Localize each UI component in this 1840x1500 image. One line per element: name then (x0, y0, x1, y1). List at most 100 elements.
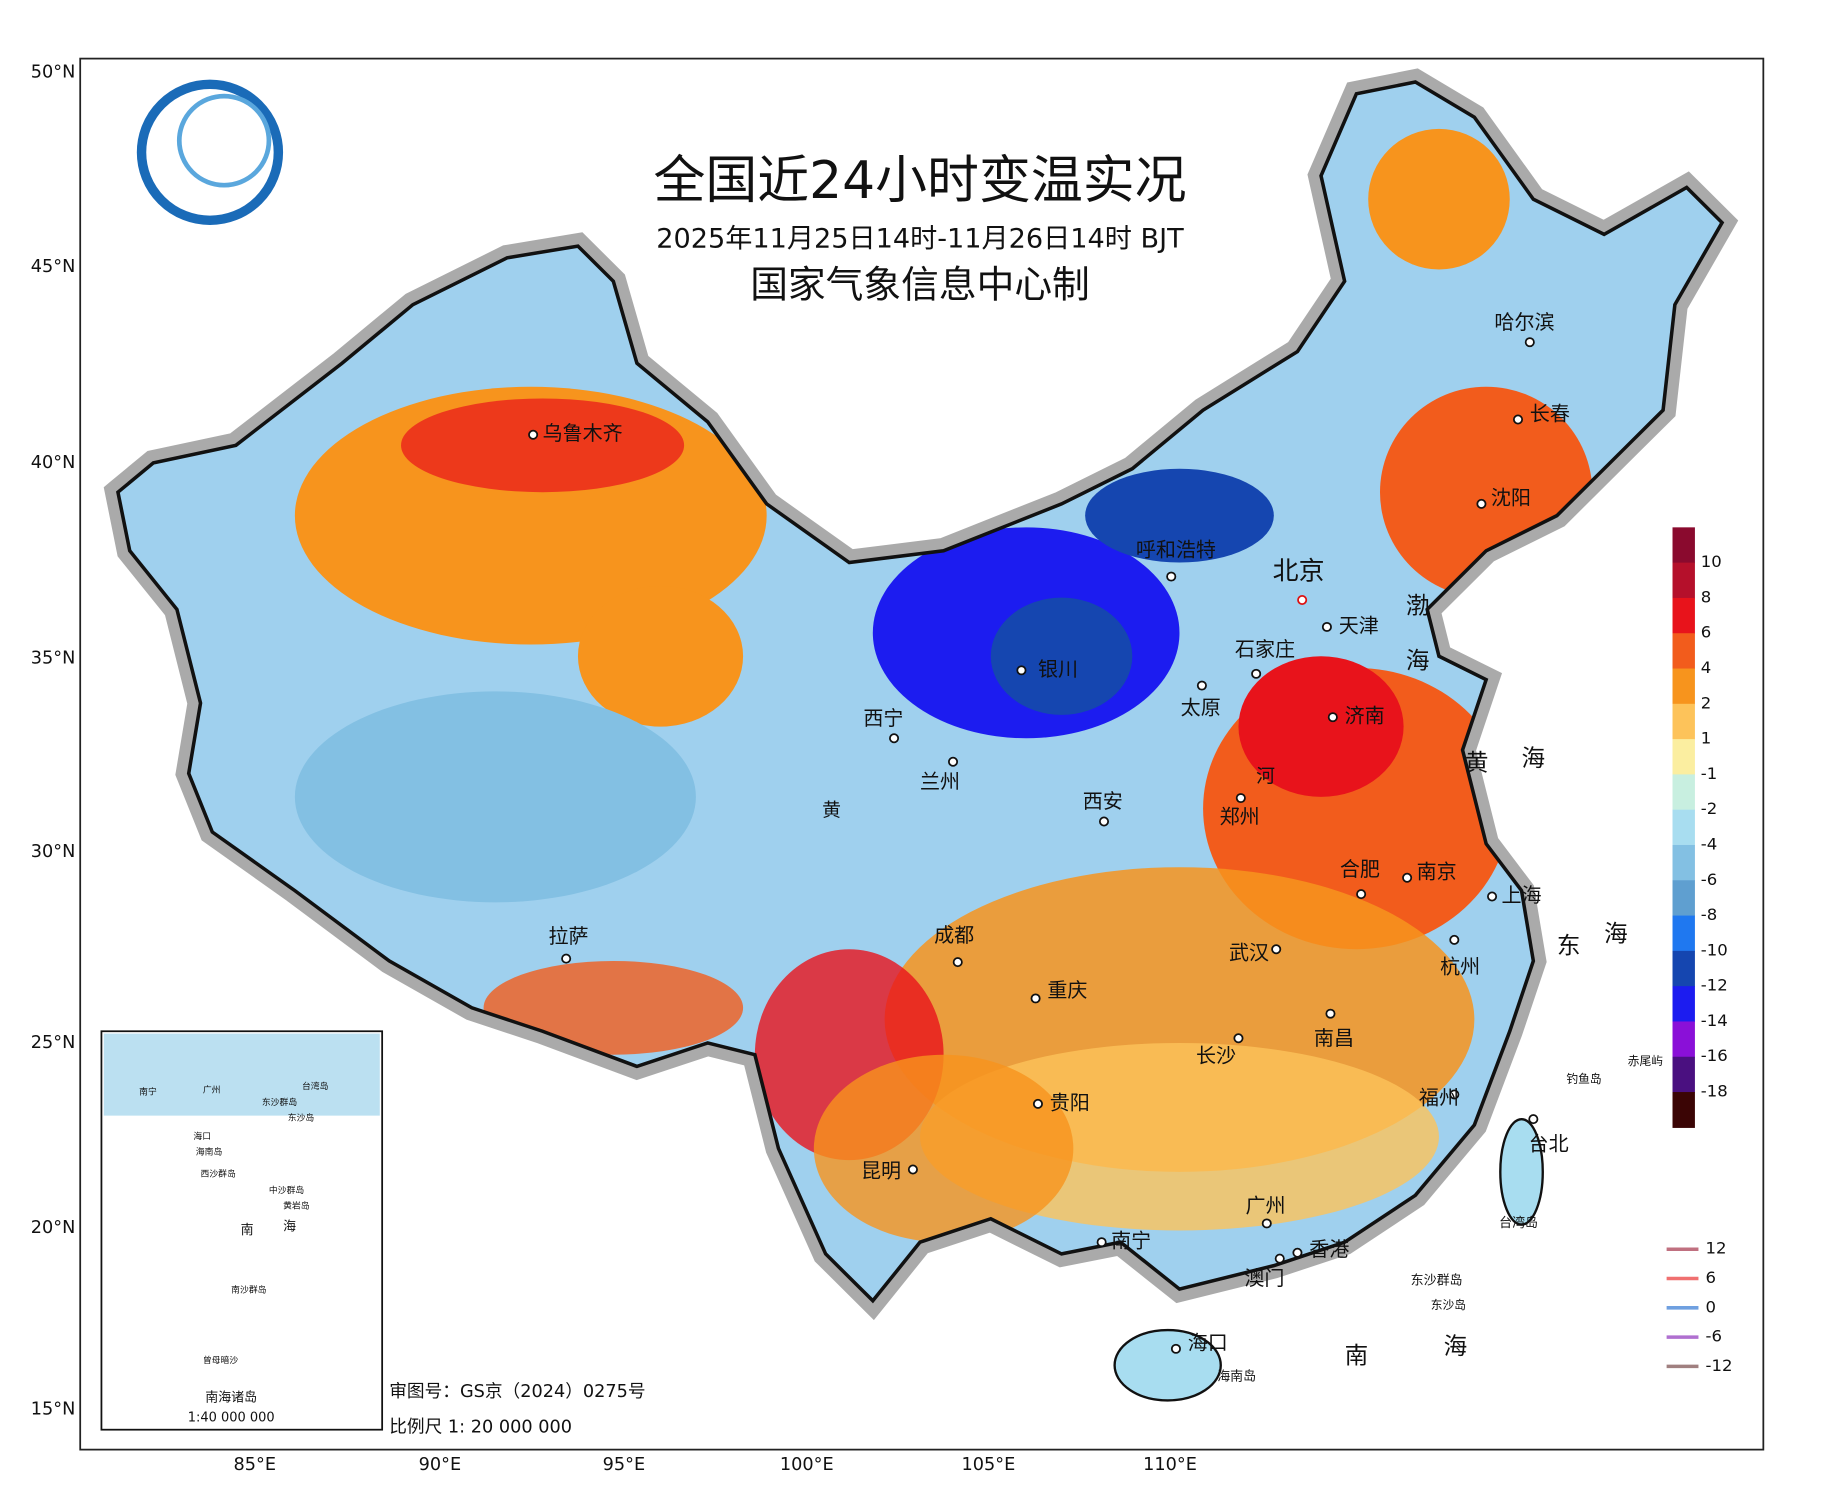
city-label: 重庆 (1047, 978, 1087, 1002)
city-dot (1321, 621, 1332, 632)
legend-label: -18 (1701, 1082, 1728, 1101)
lon-label: 95°E (603, 1455, 646, 1475)
city-dot (1292, 1247, 1303, 1258)
city-dot (1528, 1114, 1539, 1125)
city-label: 太原 (1181, 696, 1221, 720)
inset-scale: 1:40 000 000 (188, 1410, 275, 1425)
city-label: 成都 (934, 923, 974, 947)
place-label: 海南岛 (1217, 1368, 1256, 1384)
city-label: 海口 (1188, 1331, 1228, 1355)
city-label: 乌鲁木齐 (543, 421, 623, 445)
city-dot (1166, 571, 1177, 582)
city-label: 西宁 (863, 706, 903, 730)
city-dot (1271, 944, 1282, 955)
inset-label: 东沙群岛 (262, 1096, 298, 1108)
legend-label: -8 (1701, 905, 1717, 924)
inset-title: 南海诸岛 (205, 1390, 257, 1406)
legend-label: 2 (1701, 693, 1712, 712)
city-dot (952, 957, 963, 968)
city-dot (1524, 337, 1535, 348)
legend-swatch (1672, 597, 1695, 634)
legend-label: 10 (1701, 552, 1722, 571)
city-label: 南昌 (1314, 1026, 1354, 1050)
place-label: 黄 (1465, 749, 1489, 777)
city-dot (948, 756, 959, 767)
legend-label: -16 (1701, 1046, 1728, 1065)
legend-swatch (1672, 668, 1695, 705)
place-label: 钓鱼岛 (1566, 1072, 1601, 1086)
lat-label: 40°N (31, 453, 76, 473)
city-label: 香港 (1309, 1237, 1349, 1261)
legend-label: -4 (1701, 835, 1717, 854)
legend-swatch (1672, 950, 1695, 987)
logo (136, 79, 284, 225)
city-label: 昆明 (861, 1158, 901, 1182)
contour-label: 6 (1706, 1268, 1717, 1287)
legend-label: -6 (1701, 870, 1717, 889)
inset-land (103, 1033, 380, 1116)
city-label: 南宁 (1111, 1229, 1151, 1253)
frame (79, 57, 1765, 1451)
city-label: 上海 (1501, 883, 1541, 907)
inset-label: 海口 (193, 1130, 211, 1142)
legend-swatch (1672, 809, 1695, 846)
city-label: 武汉 (1229, 940, 1269, 964)
lon-label: 100°E (780, 1455, 834, 1475)
lon-label: 105°E (962, 1455, 1016, 1475)
legend-label: 1 (1701, 729, 1712, 748)
place-label: 黄 (822, 799, 841, 821)
review-number: 审图号：GS京（2024）0275号 (389, 1381, 645, 1402)
place-label: 赤尾屿 (1628, 1054, 1664, 1068)
taiwan (1499, 1117, 1544, 1226)
legend-swatch (1672, 844, 1695, 881)
city-dot (1274, 1253, 1285, 1264)
legend-label: 4 (1701, 658, 1712, 677)
inset-label: 东沙岛 (288, 1111, 315, 1123)
place-label: 东 (1557, 931, 1581, 959)
city-label: 拉萨 (548, 924, 588, 948)
city-dot (528, 429, 539, 440)
inset-label: 黄岩岛 (283, 1199, 310, 1211)
city-label: 天津 (1339, 613, 1379, 637)
city-dot (1356, 889, 1367, 900)
place-label: 海 (1522, 744, 1546, 772)
city-label: 南京 (1417, 860, 1457, 884)
legend-swatch (1672, 527, 1695, 564)
lat-label: 45°N (31, 257, 76, 277)
legend-swatch (1672, 1092, 1695, 1128)
city-dot (1030, 993, 1041, 1004)
city-dot (1297, 595, 1308, 605)
city-label: 郑州 (1220, 805, 1260, 829)
city-dot (1449, 1089, 1460, 1100)
inset-label: 南宁 (139, 1086, 157, 1098)
legend-swatch (1672, 739, 1695, 775)
legend-label: 8 (1701, 587, 1712, 606)
legend-swatch (1672, 633, 1695, 670)
place-label: 南 (1345, 1342, 1369, 1370)
place-label: 海 (1444, 1332, 1468, 1360)
legend-swatch (1672, 1056, 1695, 1093)
city-dot (1325, 1008, 1336, 1019)
place-label: 河 (1256, 765, 1275, 787)
city-label: 福州 (1419, 1086, 1459, 1110)
city-dot (1196, 680, 1207, 691)
city-label: 哈尔滨 (1494, 310, 1554, 334)
legend-label: -1 (1701, 764, 1717, 783)
contour-label: -12 (1706, 1356, 1733, 1375)
place-label: 台湾岛 (1499, 1215, 1538, 1231)
inset-label: 中沙群岛 (269, 1184, 305, 1196)
contour-label: -6 (1706, 1327, 1722, 1346)
city-label: 呼和浩特 (1136, 537, 1216, 561)
city-label: 北京 (1273, 556, 1325, 586)
city-label: 长春 (1530, 401, 1570, 425)
city-dot (907, 1164, 918, 1175)
legend-swatch (1672, 986, 1695, 1023)
contour-label: 12 (1706, 1239, 1727, 1258)
city-dot (889, 733, 900, 744)
city-dot (1512, 414, 1524, 425)
legend-label: -2 (1701, 799, 1717, 818)
city-dot (1476, 498, 1487, 509)
city-dot (1032, 1098, 1043, 1109)
legend-label: -12 (1701, 976, 1728, 995)
